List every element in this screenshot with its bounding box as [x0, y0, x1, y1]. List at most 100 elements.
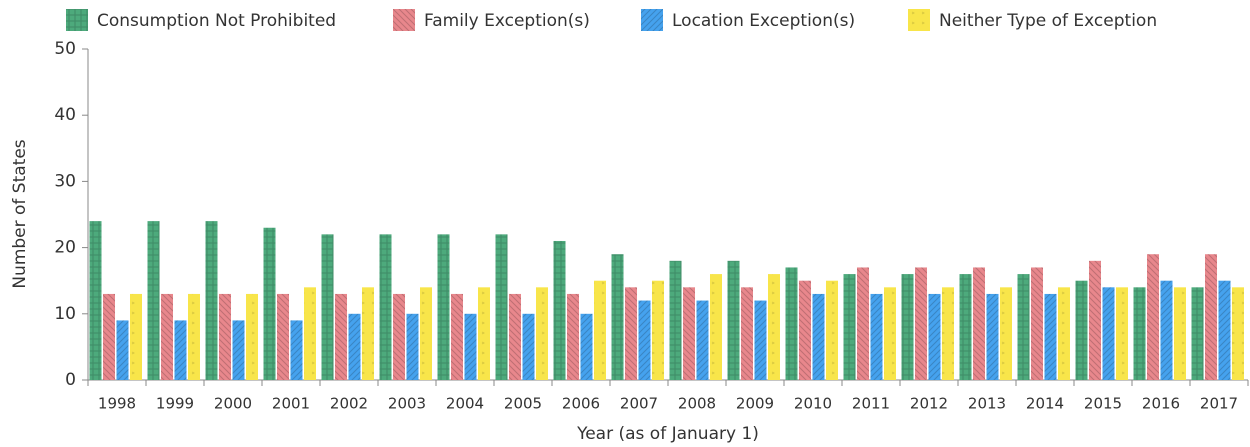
- bar: [884, 287, 896, 380]
- x-tick-label: 1999: [156, 395, 194, 413]
- bar: [1000, 287, 1012, 380]
- legend-swatch: [641, 9, 663, 31]
- x-tick-label: 2017: [1200, 395, 1238, 413]
- x-tick-label: 2002: [330, 395, 368, 413]
- bar: [973, 267, 985, 380]
- bar: [928, 293, 941, 380]
- x-tick-label: 2000: [214, 395, 252, 413]
- bar: [915, 267, 927, 380]
- bar: [870, 293, 883, 380]
- bar: [1205, 254, 1217, 380]
- x-tick-label: 2004: [446, 395, 484, 413]
- legend-label: Consumption Not Prohibited: [97, 11, 336, 31]
- bar: [768, 274, 780, 380]
- bar: [522, 313, 535, 380]
- bar: [130, 293, 142, 380]
- x-tick-label: 2013: [968, 395, 1006, 413]
- bar: [437, 234, 450, 380]
- bar: [536, 287, 548, 380]
- bar: [857, 267, 869, 380]
- bar: [1031, 267, 1043, 380]
- bar: [304, 287, 316, 380]
- bar: [1116, 287, 1128, 380]
- x-tick-label: 2003: [388, 395, 426, 413]
- bar: [942, 287, 954, 380]
- bar: [1133, 287, 1146, 380]
- bar: [174, 320, 187, 380]
- x-tick-label: 2011: [852, 395, 890, 413]
- bar: [246, 293, 258, 380]
- bar: [464, 313, 477, 380]
- y-tick-label: 40: [54, 105, 76, 125]
- bar: [812, 293, 825, 380]
- x-tick-label: 2016: [1142, 395, 1180, 413]
- bar: [103, 293, 115, 380]
- bar: [1044, 293, 1057, 380]
- bar: [696, 300, 709, 380]
- bar: [232, 320, 245, 380]
- bar: [1218, 280, 1231, 380]
- legend-swatch: [908, 9, 930, 31]
- bar: [188, 293, 200, 380]
- bar: [451, 293, 463, 380]
- bar: [219, 293, 231, 380]
- legend-swatch: [393, 9, 415, 31]
- y-tick-label: 10: [54, 304, 76, 324]
- bar: [89, 221, 102, 380]
- bar: [205, 221, 218, 380]
- x-tick-label: 2001: [272, 395, 310, 413]
- bar: [1174, 287, 1186, 380]
- bar: [1191, 287, 1204, 380]
- bar: [799, 280, 811, 380]
- bar: [161, 293, 173, 380]
- bar: [1089, 260, 1101, 380]
- legend-label: Family Exception(s): [424, 11, 590, 31]
- bar: [321, 234, 334, 380]
- x-axis-label: Year (as of January 1): [576, 424, 759, 444]
- bar: [580, 313, 593, 380]
- bar: [1017, 274, 1030, 380]
- bar: [290, 320, 303, 380]
- y-tick-label: 30: [54, 171, 76, 191]
- bar: [478, 287, 490, 380]
- bar: [652, 280, 664, 380]
- bar: [1160, 280, 1173, 380]
- bar: [362, 287, 374, 380]
- bar: [669, 260, 682, 380]
- bar: [567, 293, 579, 380]
- bar: [263, 227, 276, 380]
- x-tick-label: 2014: [1026, 395, 1064, 413]
- legend-label: Neither Type of Exception: [939, 11, 1157, 31]
- bar: [277, 293, 289, 380]
- bar: [1147, 254, 1159, 380]
- bar: [727, 260, 740, 380]
- x-tick-label: 2009: [736, 395, 774, 413]
- bar: [553, 240, 566, 380]
- bar: [420, 287, 432, 380]
- bar: [1232, 287, 1244, 380]
- x-tick-label: 2005: [504, 395, 542, 413]
- x-tick-label: 2010: [794, 395, 832, 413]
- bar: [406, 313, 419, 380]
- x-tick-label: 1998: [98, 395, 136, 413]
- bar: [843, 274, 856, 380]
- bar: [379, 234, 392, 380]
- bar: [638, 300, 651, 380]
- bar: [1102, 287, 1115, 380]
- legend-label: Location Exception(s): [672, 11, 855, 31]
- bar: [710, 274, 722, 380]
- bar: [116, 320, 129, 380]
- bar: [754, 300, 767, 380]
- bar: [594, 280, 606, 380]
- bar: [335, 293, 347, 380]
- bar: [1058, 287, 1070, 380]
- bar: [785, 267, 798, 380]
- x-tick-label: 2015: [1084, 395, 1122, 413]
- y-tick-label: 50: [54, 39, 76, 59]
- bar: [393, 293, 405, 380]
- bar: [901, 274, 914, 380]
- bar: [147, 221, 160, 380]
- y-tick-label: 20: [54, 238, 76, 258]
- x-tick-label: 2012: [910, 395, 948, 413]
- legend-swatch: [66, 9, 88, 31]
